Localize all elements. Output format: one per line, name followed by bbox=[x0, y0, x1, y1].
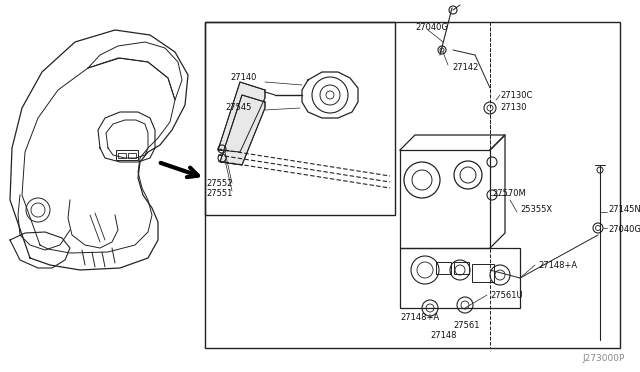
Text: 27142: 27142 bbox=[452, 64, 478, 73]
Text: 25355X: 25355X bbox=[520, 205, 552, 215]
Text: 27551: 27551 bbox=[206, 189, 232, 198]
Bar bbox=[116, 150, 138, 160]
Polygon shape bbox=[220, 95, 265, 165]
Text: 27148: 27148 bbox=[430, 330, 456, 340]
Text: 27130: 27130 bbox=[500, 103, 527, 112]
Text: 27570M: 27570M bbox=[492, 189, 525, 198]
Text: 27561: 27561 bbox=[453, 321, 479, 330]
Text: 27145N: 27145N bbox=[608, 205, 640, 215]
Bar bbox=[205, 22, 395, 215]
Text: 27545: 27545 bbox=[225, 103, 252, 112]
Bar bbox=[118, 153, 126, 158]
Bar bbox=[128, 153, 136, 158]
Bar bbox=[454, 262, 469, 274]
Bar bbox=[472, 264, 494, 282]
Text: 27140: 27140 bbox=[230, 74, 257, 83]
Text: 27148+A: 27148+A bbox=[538, 260, 577, 269]
Text: 27552: 27552 bbox=[206, 179, 232, 187]
Polygon shape bbox=[218, 82, 265, 152]
Text: 27148+A: 27148+A bbox=[400, 314, 439, 323]
Text: 27040G: 27040G bbox=[608, 225, 640, 234]
Text: J273000P: J273000P bbox=[582, 354, 625, 363]
Text: 27040G: 27040G bbox=[415, 23, 448, 32]
Bar bbox=[400, 248, 520, 308]
Text: 27561U: 27561U bbox=[490, 291, 523, 299]
Text: 27130C: 27130C bbox=[500, 90, 532, 99]
Bar bbox=[205, 22, 620, 348]
Bar bbox=[436, 262, 451, 274]
